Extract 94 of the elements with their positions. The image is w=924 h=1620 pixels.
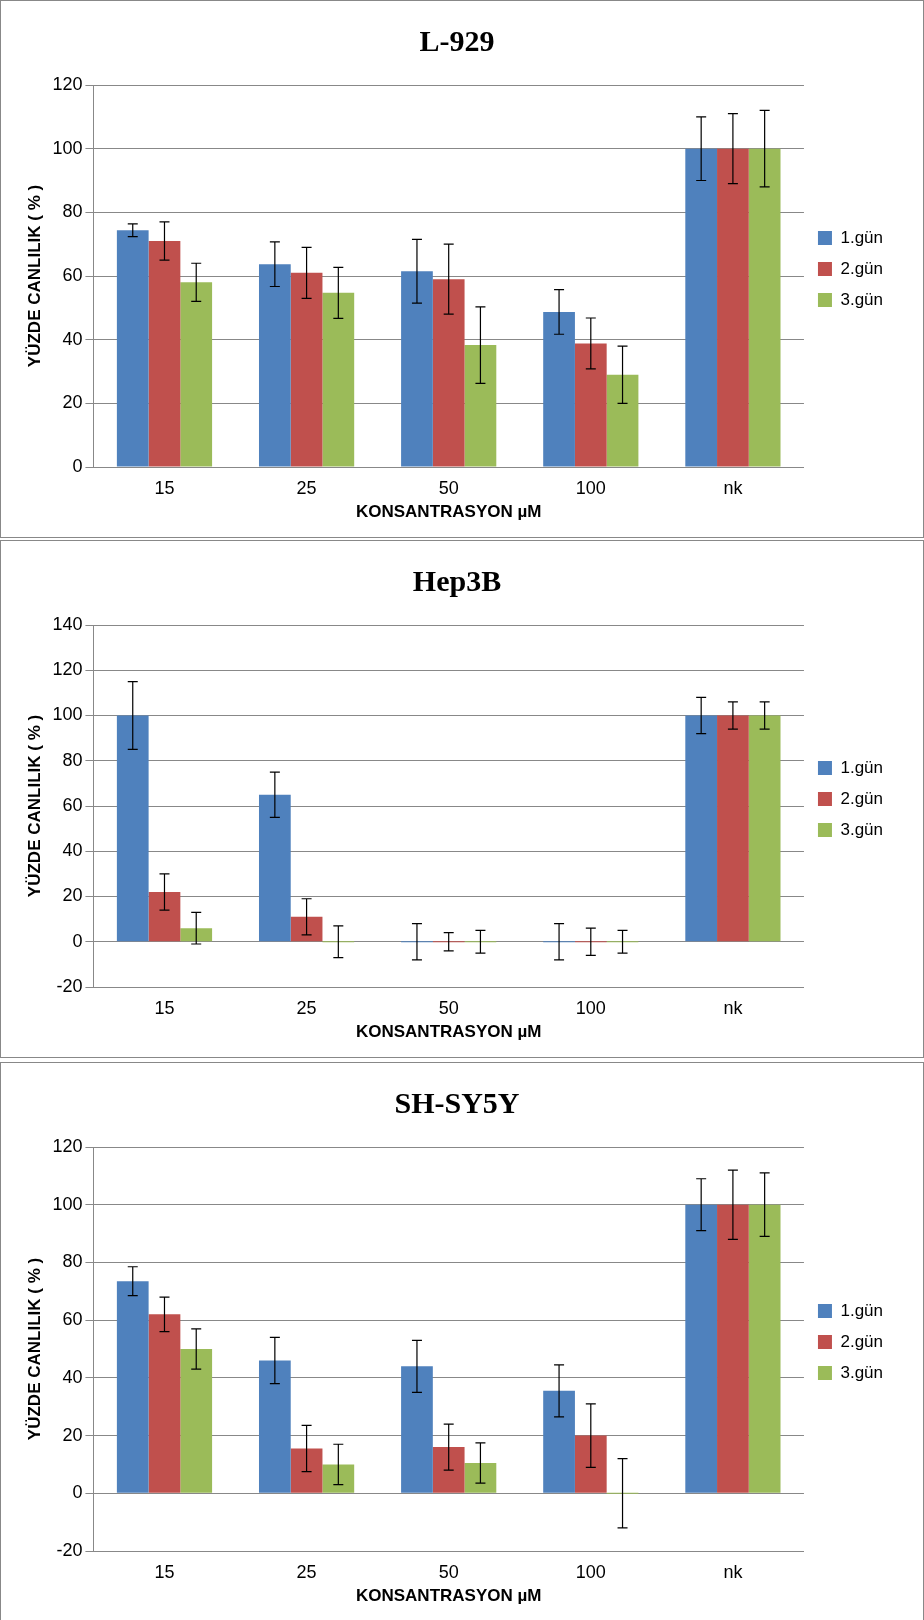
y-tick-label: -20 xyxy=(56,1539,83,1560)
bar xyxy=(685,148,718,467)
y-tick-label: 80 xyxy=(62,1251,83,1272)
x-axis-title: KONSANTRASYON µM xyxy=(355,502,542,522)
x-tick-label: 25 xyxy=(296,477,317,498)
x-tick-label: nk xyxy=(723,997,744,1018)
y-tick-label: 0 xyxy=(72,455,83,476)
y-tick-label: 60 xyxy=(62,264,83,285)
y-tick-label: 0 xyxy=(72,1482,83,1503)
bar xyxy=(401,1366,433,1493)
x-axis-title: KONSANTRASYON µM xyxy=(355,1586,542,1606)
legend-label: 2.gün xyxy=(840,788,884,808)
bar xyxy=(116,230,149,467)
x-tick-label: 15 xyxy=(154,1561,175,1582)
bar xyxy=(290,1448,323,1493)
bar xyxy=(748,148,781,467)
legend-label: 1.gün xyxy=(840,757,884,777)
x-tick-label: 50 xyxy=(438,997,459,1018)
x-tick-label: 100 xyxy=(575,477,606,498)
x-tick-label: 100 xyxy=(575,1561,606,1582)
legend-label: 2.gün xyxy=(840,1331,884,1351)
x-tick-label: 50 xyxy=(438,1561,459,1582)
bar xyxy=(574,343,607,467)
y-tick-label: 100 xyxy=(52,137,83,158)
chart-title: L-929 xyxy=(419,23,495,57)
legend-label: 3.gün xyxy=(840,289,884,309)
y-tick-label: -20 xyxy=(56,975,83,996)
y-tick-label: 80 xyxy=(62,749,83,770)
bar xyxy=(258,1360,291,1493)
x-tick-label: 15 xyxy=(154,997,175,1018)
y-tick-label: 20 xyxy=(62,885,83,906)
chart-title: SH-SY5Y xyxy=(394,1085,520,1119)
y-tick-label: 80 xyxy=(62,201,83,222)
x-tick-label: 50 xyxy=(438,477,459,498)
bar xyxy=(258,264,291,467)
bar xyxy=(290,916,323,942)
y-tick-label: 100 xyxy=(52,1193,83,1214)
bar xyxy=(148,1314,181,1493)
bar xyxy=(258,794,291,942)
bar xyxy=(464,345,497,467)
legend-label: 1.gün xyxy=(840,1300,884,1320)
bar xyxy=(148,240,181,467)
chart-title: Hep3B xyxy=(412,563,502,597)
bar xyxy=(432,1447,465,1493)
legend-label: 2.gün xyxy=(840,258,884,278)
y-tick-label: 100 xyxy=(52,704,83,725)
bar xyxy=(148,891,181,942)
bar xyxy=(543,311,575,467)
y-tick-label: 20 xyxy=(62,1424,83,1445)
bar xyxy=(290,272,323,467)
bar xyxy=(685,715,718,942)
bar xyxy=(180,1349,213,1493)
bar xyxy=(322,292,355,467)
bar xyxy=(322,1464,355,1493)
bar xyxy=(717,148,749,467)
x-tick-label: 25 xyxy=(296,1561,317,1582)
x-tick-label: 25 xyxy=(296,997,317,1018)
bar xyxy=(543,1390,575,1493)
bar xyxy=(748,715,781,942)
bar xyxy=(116,1281,149,1493)
bar xyxy=(464,1462,497,1493)
x-tick-label: 100 xyxy=(575,997,606,1018)
legend-label: 1.gün xyxy=(840,227,884,247)
y-tick-label: 60 xyxy=(62,1309,83,1330)
y-tick-label: 20 xyxy=(62,392,83,413)
y-axis-title: YÜZDE CANLILIK ( % ) xyxy=(24,1257,44,1441)
y-tick-label: 40 xyxy=(62,1366,83,1387)
bar xyxy=(116,715,149,942)
y-tick-label: 120 xyxy=(52,1135,83,1156)
bar xyxy=(574,1435,607,1493)
bar xyxy=(606,374,639,467)
y-tick-label: 40 xyxy=(62,840,83,861)
bar xyxy=(685,1204,718,1493)
bar xyxy=(432,279,465,467)
y-tick-label: 120 xyxy=(52,659,83,680)
bar xyxy=(717,715,749,942)
legend-label: 3.gün xyxy=(840,1362,884,1382)
x-tick-label: 15 xyxy=(154,477,175,498)
y-tick-label: 40 xyxy=(62,328,83,349)
y-tick-label: 120 xyxy=(52,73,83,94)
y-tick-label: 140 xyxy=(52,613,83,634)
bar xyxy=(748,1204,781,1493)
y-axis-title: YÜZDE CANLILIK ( % ) xyxy=(24,714,44,898)
bar xyxy=(180,282,213,467)
x-tick-label: nk xyxy=(723,1561,744,1582)
bar xyxy=(180,928,213,942)
bar xyxy=(717,1204,749,1493)
y-axis-title: YÜZDE CANLILIK ( % ) xyxy=(24,184,44,368)
bar xyxy=(401,271,433,467)
y-tick-label: 0 xyxy=(72,930,83,951)
y-tick-label: 60 xyxy=(62,794,83,815)
legend-label: 3.gün xyxy=(840,819,884,839)
x-axis-title: KONSANTRASYON µM xyxy=(355,1022,542,1042)
x-tick-label: nk xyxy=(723,477,744,498)
